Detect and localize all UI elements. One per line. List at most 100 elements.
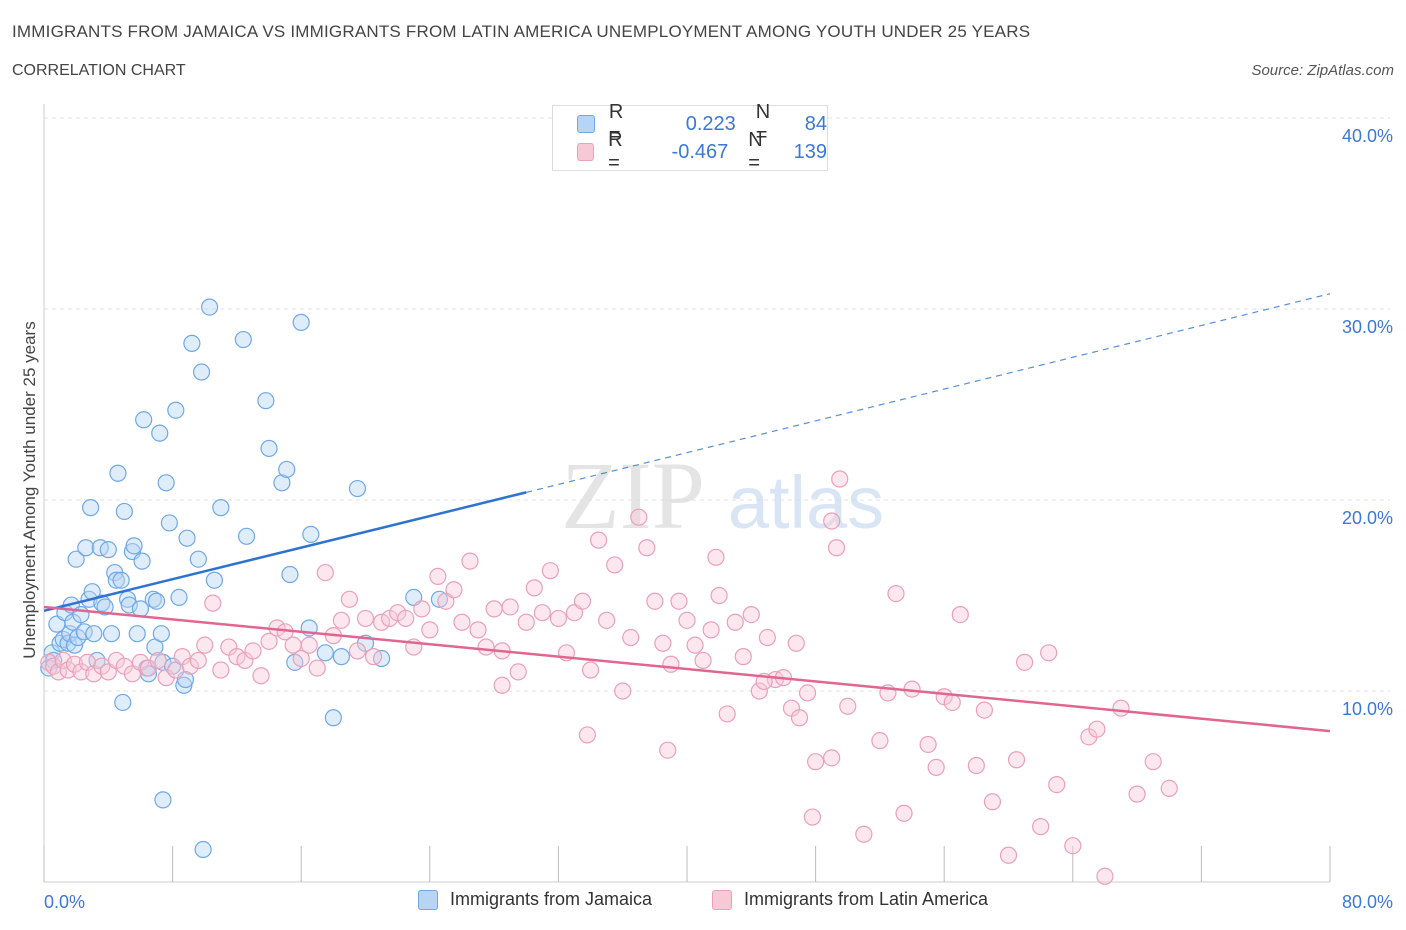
data-point xyxy=(204,594,222,612)
data-point xyxy=(549,609,568,628)
data-point xyxy=(212,661,230,679)
data-point xyxy=(578,726,596,744)
data-point xyxy=(151,424,169,442)
data-point xyxy=(308,659,326,677)
data-point xyxy=(147,592,166,610)
data-point xyxy=(324,709,342,727)
data-point xyxy=(606,556,624,574)
legend-item-jamaica: Immigrants from Jamaica xyxy=(418,889,652,910)
y-tick-label: 20.0% xyxy=(1342,508,1393,528)
data-point xyxy=(659,741,677,759)
data-point xyxy=(887,584,905,603)
data-point xyxy=(662,655,680,673)
data-point xyxy=(702,621,720,639)
data-point xyxy=(429,567,447,586)
data-point xyxy=(192,363,211,381)
data-point xyxy=(196,636,214,654)
data-point xyxy=(827,539,846,557)
data-point xyxy=(67,550,85,568)
data-point xyxy=(999,846,1018,864)
tick-labels: 10.0% 20.0% 30.0% 40.0% 0.0% 80.0% xyxy=(44,126,1393,912)
x-tick-label-start: 0.0% xyxy=(44,892,85,912)
data-point xyxy=(477,638,495,656)
data-point xyxy=(694,651,712,670)
data-point xyxy=(1088,720,1106,738)
data-point xyxy=(413,600,431,618)
data-point xyxy=(541,562,559,580)
axes xyxy=(43,104,1331,883)
data-point xyxy=(228,648,246,666)
data-point xyxy=(109,464,127,482)
data-point xyxy=(292,313,310,331)
data-point xyxy=(244,642,262,660)
data-point xyxy=(237,527,256,545)
data-point xyxy=(205,571,223,589)
data-point xyxy=(445,581,463,599)
data-point xyxy=(332,648,350,666)
data-point xyxy=(806,753,825,771)
data-point xyxy=(348,479,367,498)
legend-swatch-jamaica xyxy=(577,115,595,133)
data-point xyxy=(157,474,175,492)
data-point xyxy=(115,502,133,521)
data-point xyxy=(517,613,535,631)
legend-item-latin-america: Immigrants from Latin America xyxy=(712,889,988,910)
data-point xyxy=(895,804,913,822)
data-point xyxy=(718,705,736,723)
data-point xyxy=(99,541,117,559)
legend-label-latin-america: Immigrants from Latin America xyxy=(744,889,989,909)
data-point xyxy=(798,684,817,702)
data-point xyxy=(975,701,993,719)
trend-line-1 xyxy=(43,605,1331,733)
data-point xyxy=(257,392,275,410)
data-point xyxy=(1096,867,1114,885)
correlation-legend: R = 0.223 N = 84 R = -0.467 N = 139 xyxy=(552,101,828,174)
data-point xyxy=(670,592,688,610)
grid-lines xyxy=(44,117,1390,692)
data-point xyxy=(234,330,252,349)
data-point xyxy=(260,632,278,650)
data-point xyxy=(316,644,334,662)
data-point xyxy=(855,825,873,843)
data-point xyxy=(1128,785,1146,803)
data-point xyxy=(128,625,146,643)
data-point xyxy=(85,625,103,643)
watermark-zip: ZIP xyxy=(561,442,705,549)
series-jamaica xyxy=(40,298,449,859)
data-point xyxy=(397,609,415,628)
data-point xyxy=(102,625,121,643)
data-point xyxy=(589,531,608,549)
data-point xyxy=(493,676,511,694)
data-point xyxy=(654,634,672,652)
data-point xyxy=(316,563,334,582)
legend-label-jamaica: Immigrants from Jamaica xyxy=(450,889,653,909)
data-point xyxy=(919,735,937,754)
watermark-atlas: atlas xyxy=(728,461,884,544)
data-point xyxy=(133,552,151,570)
data-point xyxy=(332,611,350,629)
data-point xyxy=(1064,837,1082,855)
y-axis-label: Unemployment Among Youth under 25 years xyxy=(20,321,39,659)
trend-line-extension-0 xyxy=(526,293,1331,493)
data-point xyxy=(469,621,487,639)
data-point xyxy=(983,793,1002,811)
data-point xyxy=(823,512,841,530)
trend-line-0 xyxy=(43,491,527,612)
data-point xyxy=(1032,818,1050,836)
data-point xyxy=(93,657,111,675)
data-point xyxy=(154,791,172,809)
data-point xyxy=(72,663,90,681)
data-point xyxy=(292,649,310,668)
data-point xyxy=(823,749,841,767)
data-point xyxy=(710,586,728,605)
data-point xyxy=(281,565,299,584)
data-point xyxy=(300,636,318,654)
data-point xyxy=(831,470,849,488)
data-point xyxy=(160,514,178,532)
legend-r-value: -0.467 xyxy=(671,140,729,163)
data-point xyxy=(501,598,519,616)
legend-swatch-latin-america xyxy=(712,889,732,910)
data-point xyxy=(1007,751,1026,769)
data-point xyxy=(1112,699,1130,717)
data-point xyxy=(803,808,821,826)
